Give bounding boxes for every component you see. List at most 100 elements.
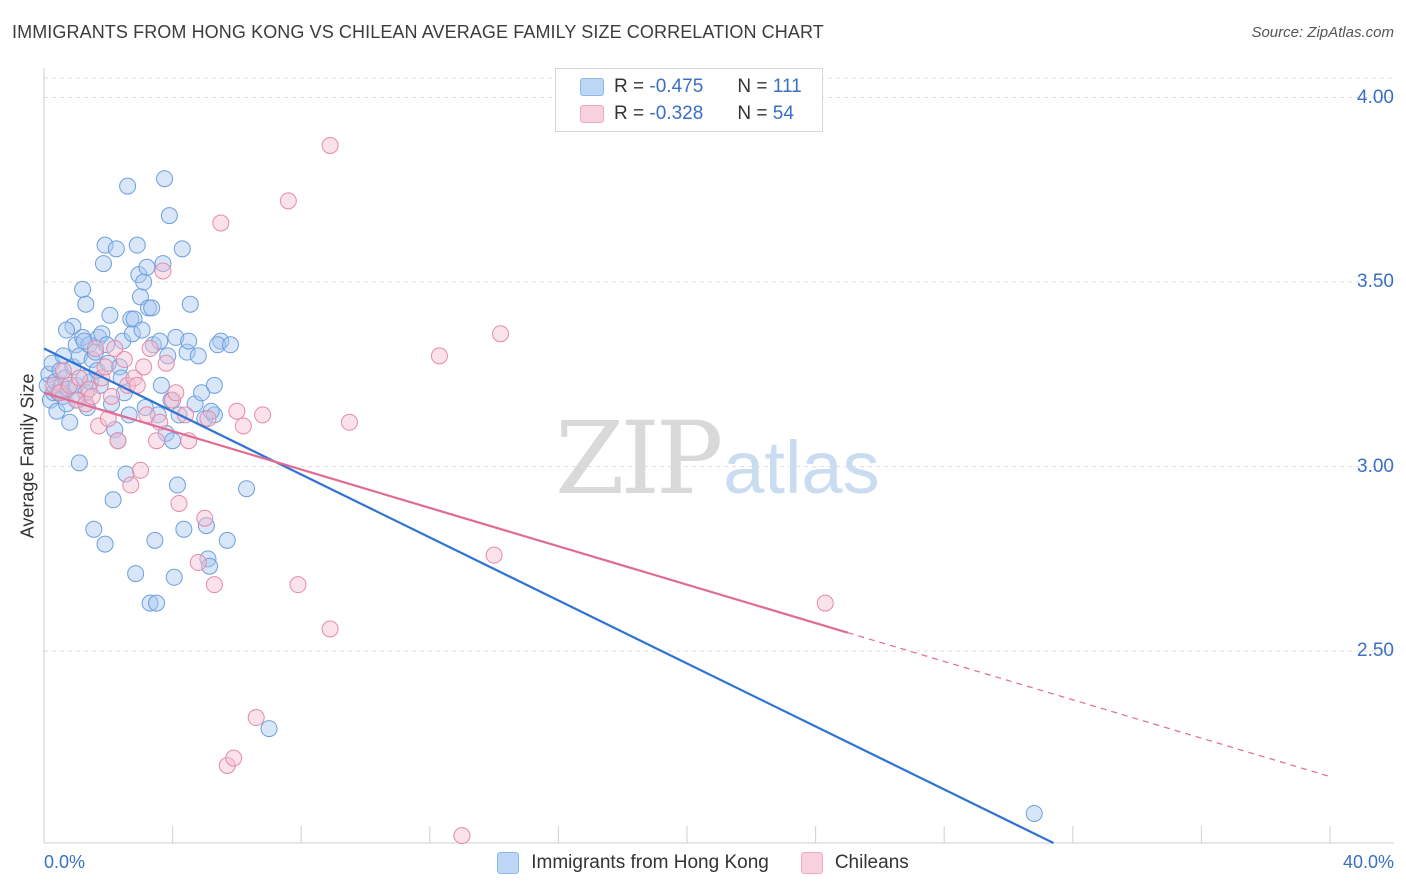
legend-swatch-chileans <box>800 852 823 874</box>
data-point <box>430 347 448 365</box>
data-point <box>99 410 117 428</box>
data-point <box>146 531 164 549</box>
legend-label-hong-kong: Immigrants from Hong Kong <box>531 852 769 873</box>
data-point <box>234 417 252 435</box>
data-point <box>61 413 79 431</box>
data-point <box>453 827 471 845</box>
data-point <box>193 384 211 402</box>
data-point <box>148 432 166 450</box>
data-point <box>94 255 112 273</box>
data-point <box>152 376 170 394</box>
source-label[interactable]: Source: ZipAtlas.com <box>1251 24 1394 41</box>
watermark-atlas: atlas <box>723 426 880 509</box>
data-point <box>86 339 104 357</box>
data-point <box>133 321 151 339</box>
data-point <box>104 491 122 509</box>
series-chileans-points <box>45 137 834 845</box>
y-tick-label: 3.00 <box>1357 455 1394 477</box>
data-point <box>103 387 121 405</box>
data-point <box>157 354 175 372</box>
r-label: R = <box>614 103 645 124</box>
stats-box: R = -0.475 N = 111 R = -0.328 N = 54 <box>555 68 823 132</box>
r-value: -0.328 <box>649 103 704 124</box>
data-point <box>154 262 172 280</box>
data-point <box>492 325 510 343</box>
data-point <box>254 406 272 424</box>
data-point <box>189 554 207 572</box>
legend-item-hong-kong[interactable]: Immigrants from Hong Kong <box>497 852 769 874</box>
x-tick-label-max: 40.0% <box>1342 852 1394 872</box>
y-tick-label: 3.50 <box>1357 271 1394 293</box>
data-point <box>205 376 223 394</box>
data-point <box>123 325 141 343</box>
data-point <box>212 214 230 232</box>
data-point <box>170 494 188 512</box>
data-point <box>160 207 178 225</box>
legend-swatch-hong-kong <box>497 852 520 874</box>
data-point <box>321 620 339 638</box>
data-point <box>143 299 161 317</box>
watermark-zip: ZIP <box>555 400 723 517</box>
data-point <box>106 339 124 357</box>
data-point <box>85 520 103 538</box>
data-point <box>141 594 159 612</box>
data-point <box>180 332 198 350</box>
data-point <box>175 520 193 538</box>
data-point <box>96 358 114 376</box>
r-value: -0.475 <box>649 76 704 97</box>
data-point <box>167 384 185 402</box>
data-point <box>148 594 166 612</box>
n-value: 54 <box>772 103 794 124</box>
data-point <box>54 362 72 380</box>
data-point <box>127 565 145 583</box>
data-point <box>77 295 95 313</box>
swatch-hong-kong <box>580 78 604 96</box>
data-point <box>340 413 358 431</box>
gridlines <box>44 77 1394 652</box>
data-point <box>181 295 199 313</box>
data-point <box>189 347 207 365</box>
data-point <box>238 480 256 498</box>
axes <box>43 68 1394 844</box>
data-point <box>115 351 133 369</box>
data-point <box>485 546 503 564</box>
trend-line-chileans <box>43 391 849 634</box>
data-point <box>141 339 159 357</box>
data-point <box>228 402 246 420</box>
data-point <box>279 192 297 210</box>
trend-line-chileans-extension <box>847 632 1331 778</box>
y-axis-label: Average Family Size <box>17 373 38 539</box>
data-point <box>260 720 278 738</box>
data-point <box>168 476 186 494</box>
data-point <box>205 576 223 594</box>
data-point <box>101 306 119 324</box>
series-hong-kong-points <box>38 170 1043 822</box>
n-value: 111 <box>772 76 802 97</box>
swatch-chileans <box>580 105 604 123</box>
data-point <box>165 568 183 586</box>
data-point <box>135 273 153 291</box>
trend-lines <box>43 347 1331 844</box>
data-point <box>122 476 140 494</box>
data-point <box>70 369 88 387</box>
data-point <box>156 170 174 188</box>
data-point <box>167 328 185 346</box>
n-label: N = <box>737 76 768 97</box>
data-point <box>225 749 243 767</box>
data-point <box>199 410 217 428</box>
data-point <box>106 421 124 439</box>
data-point <box>96 535 114 553</box>
data-point <box>289 576 307 594</box>
data-point <box>74 280 92 298</box>
data-point <box>1025 804 1043 822</box>
data-point <box>128 236 146 254</box>
data-point <box>70 454 88 472</box>
legend-item-chileans[interactable]: Chileans <box>800 852 909 874</box>
data-point <box>135 358 153 376</box>
data-point <box>154 255 172 273</box>
data-point <box>107 240 125 258</box>
chart-title: IMMIGRANTS FROM HONG KONG VS CHILEAN AVE… <box>12 22 824 42</box>
data-point <box>109 432 127 450</box>
stats-row-hong-kong: R = -0.475 N = 111 <box>580 75 802 99</box>
